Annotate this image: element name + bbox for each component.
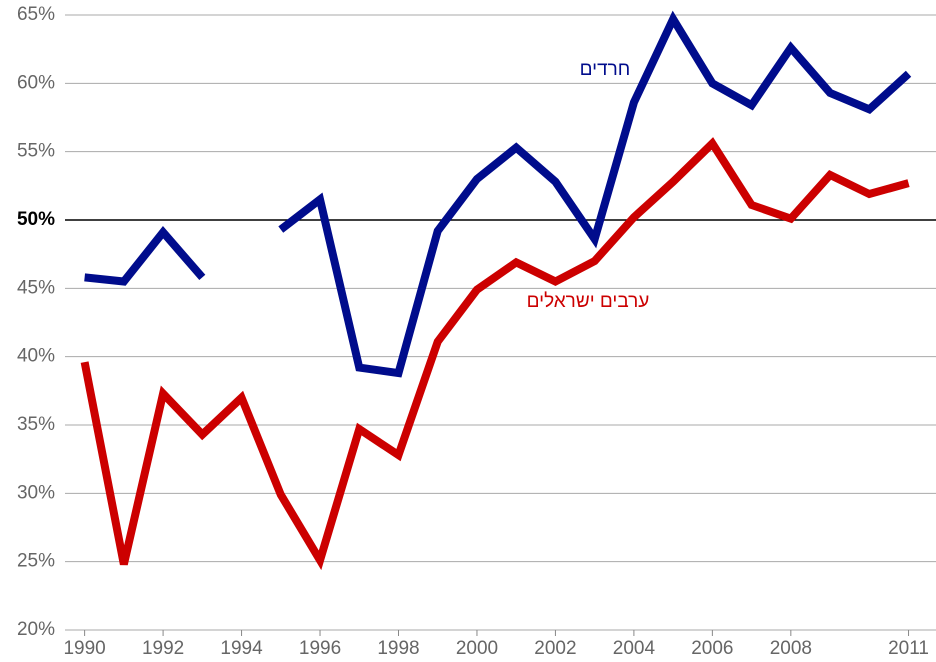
- y-tick-label: 50%: [17, 209, 55, 230]
- x-tick-label: 1996: [299, 638, 341, 659]
- x-tick-label: 1998: [377, 638, 419, 659]
- x-tick-label: 2002: [534, 638, 576, 659]
- x-tick-label: 2004: [613, 638, 656, 659]
- y-tick-label: 60%: [17, 72, 55, 93]
- y-tick-label: 55%: [17, 141, 55, 162]
- y-tick-label: 25%: [17, 551, 55, 572]
- series-line: [80, 137, 910, 571]
- x-tick-label: 2011: [888, 638, 929, 659]
- series-label: ערבים ישראלים: [527, 291, 650, 312]
- y-tick-label: 35%: [17, 414, 55, 435]
- x-tick-label: 2008: [770, 638, 812, 659]
- series-label: חרדים: [580, 59, 631, 80]
- y-tick-label: 45%: [17, 277, 55, 298]
- x-tick-label: 2000: [456, 638, 498, 659]
- x-tick-label: 1994: [220, 638, 263, 659]
- y-tick-label: 40%: [17, 346, 55, 367]
- x-tick-label: 1990: [63, 638, 105, 659]
- y-tick-label: 30%: [17, 482, 55, 503]
- x-tick-label: 2006: [691, 638, 733, 659]
- series-line: [84, 10, 912, 378]
- x-tick-label: 1992: [142, 638, 184, 659]
- y-tick-label: 65%: [17, 4, 55, 25]
- y-tick-label: 20%: [17, 619, 55, 640]
